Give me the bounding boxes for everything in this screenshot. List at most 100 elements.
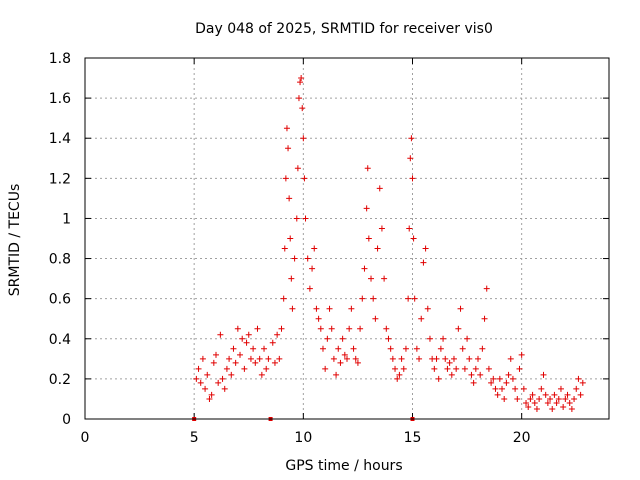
y-axis-label: SRMTID / TECUs [7, 184, 23, 297]
data-point [442, 355, 449, 362]
data-point [408, 135, 415, 142]
data-point [416, 355, 423, 362]
data-point [287, 235, 294, 242]
data-point [337, 359, 344, 366]
data-point [383, 325, 390, 332]
data-point [448, 371, 455, 378]
data-point [488, 379, 495, 386]
data-point [424, 305, 431, 312]
data-point [402, 345, 409, 352]
y-tick-label: 1.8 [49, 51, 71, 67]
data-point [317, 325, 324, 332]
data-point [557, 385, 564, 392]
data-point [566, 399, 573, 406]
data-point [245, 331, 252, 338]
data-point [204, 371, 211, 378]
data-point [304, 255, 311, 262]
data-point [400, 365, 407, 372]
data-point [301, 175, 308, 182]
plot-border [84, 57, 610, 420]
data-point [199, 355, 206, 362]
data-point [575, 375, 582, 382]
data-point [411, 295, 418, 302]
data-point [243, 339, 250, 346]
data-point [503, 379, 510, 386]
data-point [217, 331, 224, 338]
data-point [492, 385, 499, 392]
data-point [378, 225, 385, 232]
data-point [286, 195, 293, 202]
data-point [481, 315, 488, 322]
data-point [410, 235, 417, 242]
data-point [520, 385, 527, 392]
data-point [571, 395, 578, 402]
data-point [512, 385, 519, 392]
data-point [475, 355, 481, 362]
data-point [247, 355, 254, 362]
data-point [396, 371, 403, 378]
data-point [406, 225, 413, 232]
data-point [208, 391, 215, 398]
data-point [288, 275, 295, 282]
data-point [555, 395, 562, 402]
data-point [219, 375, 226, 382]
data-point [210, 359, 217, 366]
data-point [281, 245, 288, 252]
data-point [261, 345, 268, 352]
data-point [544, 399, 551, 406]
data-point [483, 285, 490, 292]
data-point [299, 105, 306, 112]
data-point [252, 359, 259, 366]
y-tick-label: 1 [62, 211, 71, 227]
data-point [479, 345, 486, 352]
data-point [518, 351, 525, 358]
y-tick-label: 1.2 [49, 171, 71, 187]
data-point [501, 395, 508, 402]
data-point [435, 375, 442, 382]
data-point [226, 355, 233, 362]
data-point [407, 155, 414, 162]
data-point [450, 355, 457, 362]
data-point [560, 403, 567, 410]
data-point [363, 205, 370, 212]
data-point [542, 391, 549, 398]
data-point [533, 405, 540, 412]
data-point [538, 385, 545, 392]
data-point [278, 325, 285, 332]
data-point [472, 365, 479, 372]
data-point [306, 285, 313, 292]
data-point [516, 365, 523, 372]
data-point [466, 355, 473, 362]
x-tick-label: 0 [81, 430, 90, 446]
y-tick-label: 0.6 [49, 292, 71, 308]
data-point [477, 371, 484, 378]
data-point [324, 335, 331, 342]
data-points [192, 75, 586, 421]
data-point [291, 255, 298, 262]
data-point [426, 335, 433, 342]
data-point [202, 385, 209, 392]
data-point [300, 135, 307, 142]
data-point [206, 395, 213, 402]
data-point [330, 355, 337, 362]
data-point [505, 371, 512, 378]
data-point [276, 355, 283, 362]
data-point [213, 351, 219, 358]
data-point [269, 339, 276, 346]
data-point [348, 305, 355, 312]
data-point [350, 345, 357, 352]
data-point [455, 325, 462, 332]
data-point [372, 315, 379, 322]
data-point [527, 395, 534, 402]
y-tick-label: 1.4 [49, 131, 71, 147]
data-point [507, 355, 514, 362]
data-point [294, 165, 301, 172]
data-point [499, 385, 506, 392]
data-point [422, 245, 429, 252]
data-point [322, 365, 329, 372]
data-point [335, 345, 342, 352]
data-point [440, 335, 447, 342]
data-point [313, 305, 320, 312]
data-point [297, 79, 304, 86]
